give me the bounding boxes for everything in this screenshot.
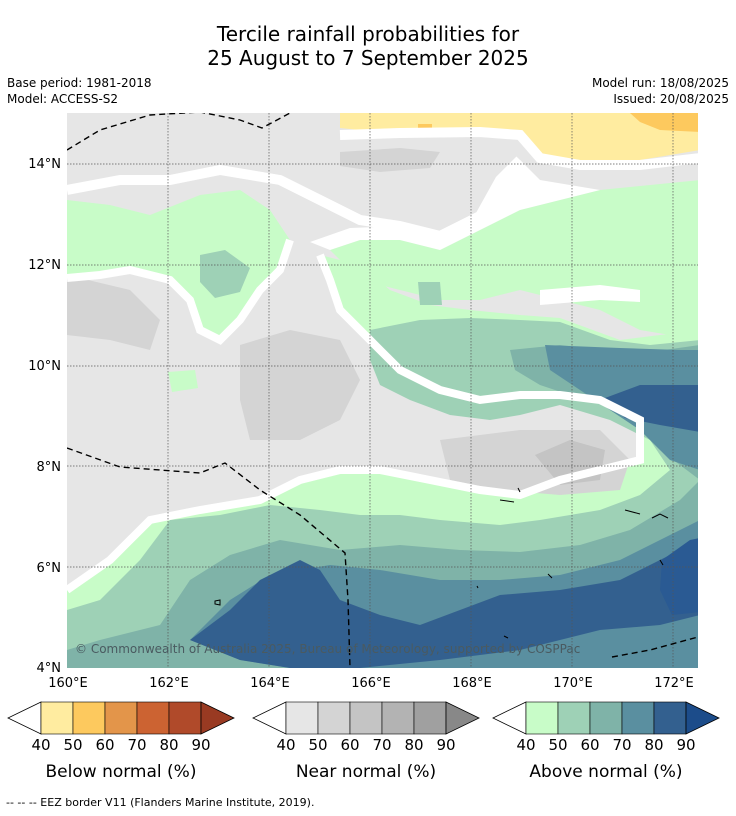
lat-label: 6°N [37,561,62,576]
legend-above-arrow-high [685,701,720,735]
legend-tick: 70 [612,736,632,754]
legend-tick: 60 [95,736,115,754]
legend-tick: 80 [159,736,179,754]
legend-below-swatch [136,701,170,735]
lon-label: 168°E [452,676,492,691]
lon-label: 162°E [149,676,189,691]
legend-tick: 90 [436,736,456,754]
legend-above-swatch [589,701,623,735]
graticule [67,113,698,668]
legend-tick: 80 [404,736,424,754]
region-above-40-islet [168,370,198,392]
lon-label: 166°E [351,676,391,691]
legend-near-swatch [317,701,351,735]
meta-right: Model run: 18/08/2025 Issued: 20/08/2025 [592,75,729,107]
lon-label: 170°E [553,676,593,691]
legend-tick: 60 [580,736,600,754]
lat-label: 12°N [28,258,61,273]
legend-title-above: Above normal (%) [529,762,683,782]
legend-tick: 50 [548,736,568,754]
legend-tick: 40 [516,736,536,754]
legend-tick: 90 [191,736,211,754]
eez-border [67,113,698,668]
region-above-50-islet [418,282,442,305]
issued-text: Issued: 20/08/2025 [613,92,729,106]
legend-below-arrow-high [200,701,235,735]
legend-above-swatch [621,701,655,735]
legend-above-swatch [653,701,687,735]
legend-above-swatch [557,701,591,735]
legend-below-swatch [104,701,138,735]
map-title: Tercile rainfall probabilities for 25 Au… [0,22,736,70]
region-above-80-east [605,385,698,432]
lon-label: 172°E [654,676,694,691]
neutral-outline-mid [67,253,644,594]
lat-label: 10°N [28,359,61,374]
legend-near-swatch [285,701,319,735]
model-text: Model: ACCESS-S2 [7,92,119,106]
legend-below-swatch [40,701,74,735]
legend-tick: 50 [308,736,328,754]
region-near-50-north [340,148,440,172]
model-run-text: Model run: 18/08/2025 [591,76,729,90]
legend-below-swatch [168,701,202,735]
legend-below-swatch [72,701,106,735]
legend-near-arrow-low [252,701,287,735]
lon-label: 160°E [48,676,88,691]
legend-colorbars [7,701,720,735]
lat-label: 8°N [37,460,62,475]
base-period-text: Base period: 1981-2018 [7,76,152,90]
legend-tick: 50 [63,736,83,754]
islands [214,487,669,639]
legend-title-near: Near normal (%) [295,762,437,782]
legend-near-swatch [349,701,383,735]
lon-label: 164°E [250,676,290,691]
legend-near-arrow-high [445,701,480,735]
legend-below-arrow-low [7,701,42,735]
region-above-50-west [200,250,250,298]
legend-tick: 60 [340,736,360,754]
copyright-text: © Commonwealth of Australia 2025, Bureau… [75,642,580,656]
region-near-50-west [67,275,160,350]
legend-tick: 90 [676,736,696,754]
region-below-50-north [630,113,698,132]
longitude-labels: 160°E 162°E 164°E 166°E 168°E 170°E 172°… [48,676,694,691]
title-line-1: Tercile rainfall probabilities for [216,22,520,46]
lat-label: 4°N [37,661,62,676]
legend-title-below: Below normal (%) [45,762,197,782]
legend-above-swatch [525,701,559,735]
lat-label: 14°N [28,157,61,172]
neutral-outline-west [67,238,294,345]
neutral-outline-north [67,156,524,242]
region-near-50-center [240,330,360,440]
neutral-patch-white [540,285,640,305]
legend-tick: 70 [372,736,392,754]
region-above-80-south [190,541,698,668]
legend-tick: 40 [276,736,296,754]
legend-above-arrow-low [492,701,527,735]
legend-near-swatch [381,701,415,735]
meta-left: Base period: 1981-2018 Model: ACCESS-S2 [7,75,152,107]
legend-near-swatch [413,701,447,735]
eez-footnote: -- -- -- EEZ border V11 (Flanders Marine… [6,796,315,809]
title-line-2: 25 August to 7 September 2025 [207,46,529,70]
legend-tick: 40 [31,736,51,754]
latitude-labels: 14°N 12°N 10°N 8°N 6°N 4°N [28,157,61,676]
region-above-90-east [660,538,698,615]
neutral-outline-top [339,126,698,170]
legend-tick: 80 [644,736,664,754]
legend-tick: 70 [127,736,147,754]
